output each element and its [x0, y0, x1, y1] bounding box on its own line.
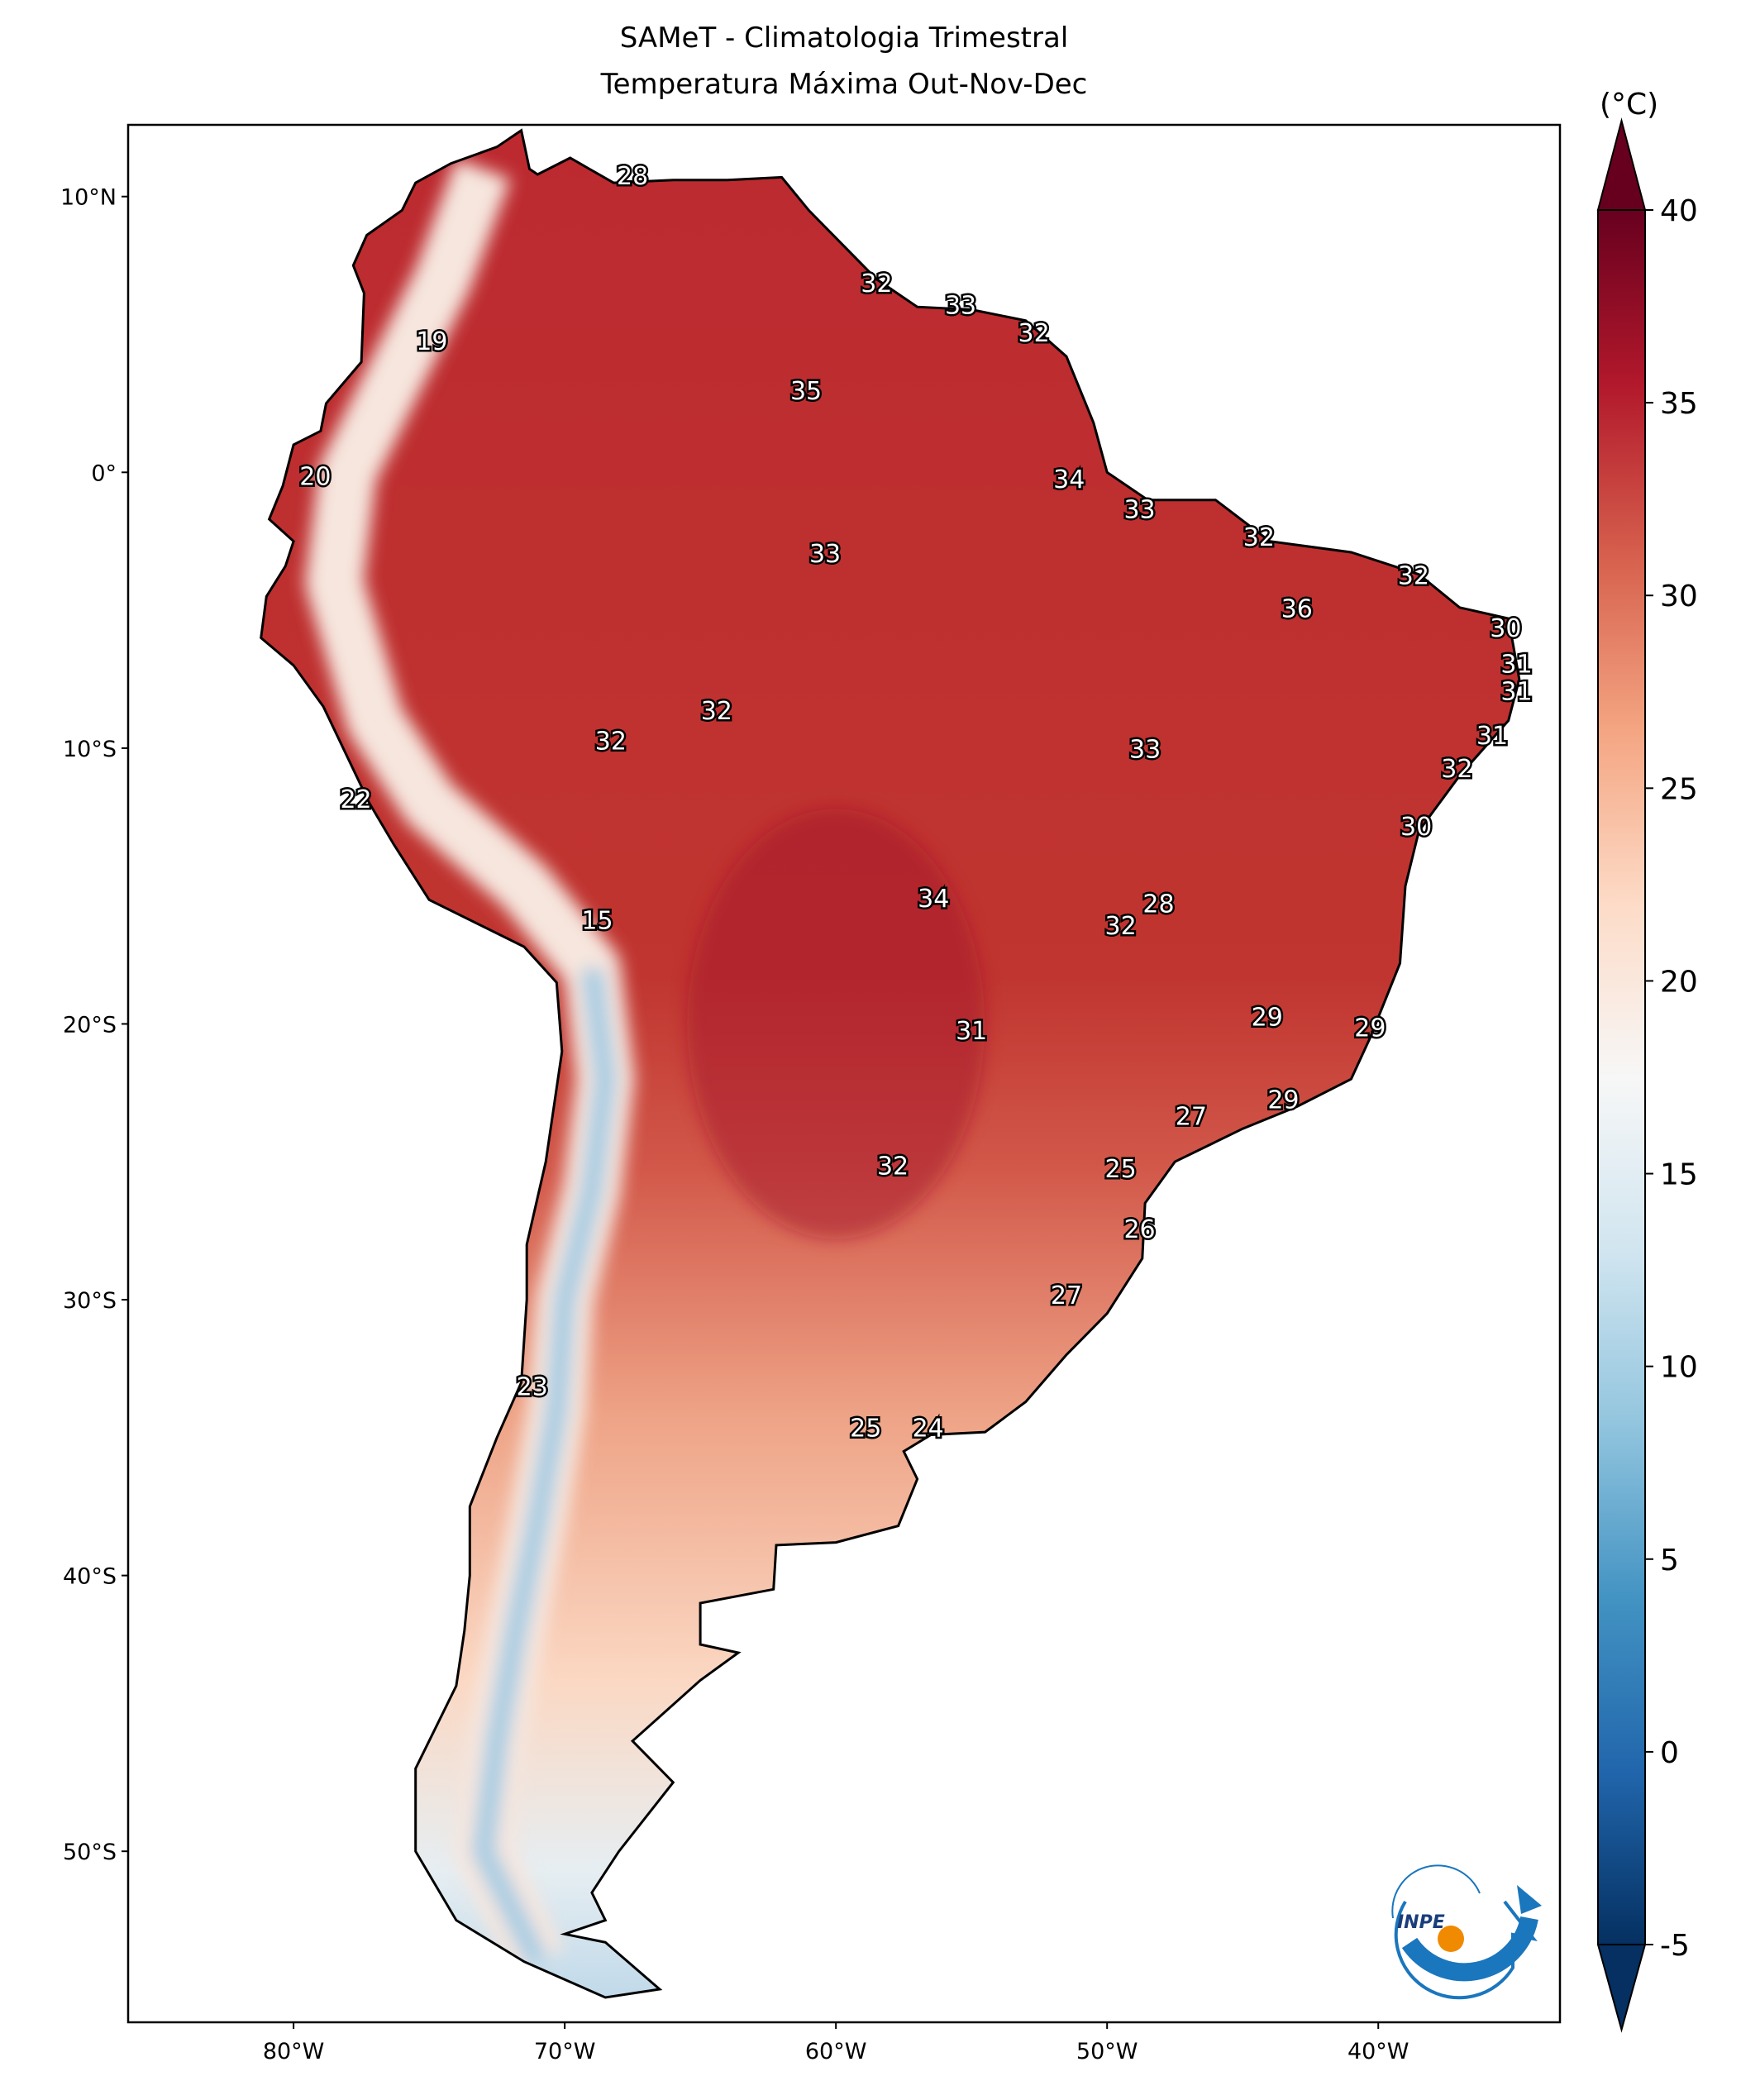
contour-label: 31 — [1500, 650, 1532, 679]
plot-frame — [126, 123, 1562, 2024]
logo-text: INPE — [1397, 1912, 1445, 1933]
contour-label: 34 — [1053, 465, 1085, 494]
inpe-logo: INPE — [1391, 1864, 1542, 2000]
contour-label: 29 — [1354, 1014, 1386, 1043]
colorbar-tick-label: 5 — [1660, 1544, 1679, 1577]
contour-label: 32 — [595, 728, 627, 756]
lat-tick-label: 10°S — [63, 737, 117, 762]
andes-cool-band — [305, 159, 985, 1975]
colorbar-tick-label: 30 — [1660, 580, 1698, 613]
lat-tick-label: 40°S — [63, 1564, 117, 1590]
colorbar-gradient — [1598, 210, 1645, 1945]
contour-label: 32 — [861, 270, 892, 298]
contour-label: 19 — [416, 327, 447, 356]
contour-label: 28 — [1142, 890, 1174, 919]
colorbar-unit: (°C) — [1600, 88, 1658, 122]
contour-label: 33 — [1129, 736, 1161, 765]
contour-label: 15 — [581, 907, 613, 936]
colorbar-tick-label: 0 — [1660, 1736, 1679, 1770]
colorbar-tick-label: 15 — [1660, 1158, 1698, 1192]
contour-label: 34 — [918, 885, 949, 914]
lat-tick-label: 10°N — [60, 185, 117, 211]
lon-tick-label: 40°W — [1347, 2039, 1409, 2064]
contour-label: 36 — [1281, 595, 1313, 624]
contour-label: 33 — [809, 540, 841, 569]
contour-label: 29 — [1252, 1003, 1283, 1032]
colorbar-tick-label: 25 — [1660, 772, 1698, 806]
lon-tick-label: 70°W — [534, 2039, 596, 2064]
contour-label: 31 — [1476, 722, 1508, 751]
contour-label: 35 — [790, 377, 822, 406]
colorbar-tick-label: 40 — [1660, 194, 1698, 228]
colorbar-tick-label: 20 — [1660, 965, 1698, 999]
lon-tick-label: 60°W — [805, 2039, 867, 2064]
contour-label: 27 — [1051, 1281, 1082, 1310]
contour-label: 32 — [877, 1152, 909, 1181]
colorbar-extend-min — [1596, 1944, 1647, 2033]
colorbar-tick-label: 35 — [1660, 387, 1698, 421]
contour-label: 31 — [1500, 678, 1532, 707]
lon-tick-label: 50°W — [1076, 2039, 1138, 2064]
contour-label: 33 — [1123, 496, 1155, 525]
contour-label: 32 — [1104, 912, 1136, 941]
colorbar-tick-label: -5 — [1660, 1929, 1690, 1963]
colorbar: (°C) 40 35 30 25 20 15 10 5 0 -5 — [1596, 88, 1698, 2033]
contour-label: 22 — [340, 785, 371, 814]
lat-tick-label: 20°S — [63, 1012, 117, 1038]
contour-label: 32 — [701, 697, 732, 726]
lat-tick-label: 0° — [91, 461, 117, 486]
contour-label: 24 — [913, 1414, 944, 1443]
contour-label: 29 — [1267, 1086, 1299, 1114]
contour-label: 30 — [1400, 813, 1432, 842]
contour-label: 32 — [1243, 523, 1275, 552]
contour-label: 27 — [1176, 1102, 1207, 1131]
contour-label: 32 — [1398, 562, 1429, 591]
colorbar-tick-label: 10 — [1660, 1351, 1698, 1385]
contour-label: 33 — [945, 292, 976, 321]
axis-ticks: 80°W 70°W 60°W 50°W 40°W 10°N 0° 10°S 20°S 30°S 40… — [60, 185, 1409, 2064]
contour-label: 25 — [1104, 1155, 1136, 1184]
lat-tick-label: 50°S — [63, 1840, 117, 1865]
contour-label: 25 — [850, 1414, 881, 1443]
contour-label: 28 — [617, 162, 648, 191]
lat-tick-label: 30°S — [63, 1288, 117, 1314]
map-title-line1: SAMeT - Climatologia Trimestral — [619, 21, 1069, 55]
coastline — [260, 128, 1521, 1999]
contour-label: 32 — [1018, 319, 1050, 348]
contour-label: 26 — [1123, 1215, 1155, 1244]
map-title-line2: Temperatura Máxima Out-Nov-Dec — [600, 68, 1088, 101]
contour-label: 32 — [1441, 755, 1472, 784]
contour-label: 23 — [517, 1372, 548, 1401]
contour-label: 30 — [1490, 614, 1521, 643]
colorbar-extend-max — [1596, 117, 1647, 211]
contour-label: 31 — [956, 1017, 987, 1046]
contour-label: 20 — [299, 462, 331, 491]
lon-tick-label: 80°W — [263, 2039, 325, 2064]
